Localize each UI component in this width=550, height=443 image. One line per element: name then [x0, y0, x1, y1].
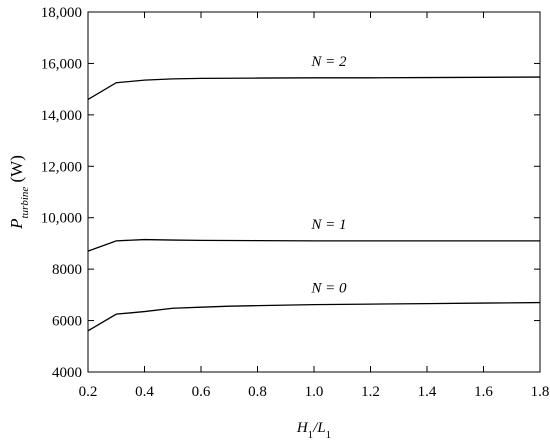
x-tick-label: 1.2 — [361, 384, 380, 400]
x-tick-label: 0.6 — [192, 384, 211, 400]
x-tick-label: 0.2 — [79, 384, 98, 400]
x-tick-label: 1.6 — [474, 384, 493, 400]
x-label-part: 1 — [326, 429, 332, 441]
series-line — [87, 76, 541, 100]
x-label-part: H — [296, 420, 309, 436]
x-tick-label: 0.8 — [248, 384, 267, 400]
y-tick-label: 6000 — [52, 314, 82, 330]
y-tick-label: 18,000 — [41, 5, 82, 21]
series-label: N = 0 — [310, 281, 347, 297]
x-tick-label: 0.4 — [135, 384, 154, 400]
x-tick-label: 1.4 — [418, 384, 437, 400]
y-axis-label: Pturbine (W) — [7, 155, 31, 230]
series-line — [87, 301, 541, 332]
y-tick-label: 14,000 — [41, 108, 82, 124]
y-tick-label: 12,000 — [41, 159, 82, 175]
y-tick-label: 8000 — [52, 262, 82, 278]
x-tick-label: 1.0 — [305, 384, 324, 400]
x-label-part: /L — [312, 420, 326, 436]
y-label-part: (W) — [7, 155, 26, 187]
y-tick-label: 16,000 — [41, 56, 82, 72]
series-label: N = 1 — [310, 217, 346, 233]
x-axis-label: H1/L1 — [296, 420, 331, 441]
y-label-part: P — [7, 219, 26, 230]
y-label-part: turbine — [19, 187, 31, 219]
x-tick-label: 1.8 — [531, 384, 550, 400]
series-label: N = 2 — [310, 54, 347, 70]
y-tick-label: 4000 — [52, 365, 82, 381]
y-tick-label: 10,000 — [41, 211, 82, 227]
series-line — [87, 238, 540, 252]
x-label-part: 1 — [308, 429, 314, 441]
